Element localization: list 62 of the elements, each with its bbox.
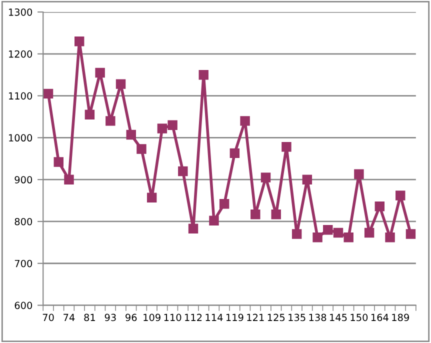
point	[198, 70, 208, 80]
x-tick-label: 121	[247, 314, 264, 321]
point	[95, 68, 105, 78]
x-tick-label: 81	[84, 314, 95, 322]
point	[146, 192, 157, 202]
point	[374, 202, 385, 212]
point	[396, 190, 406, 200]
point	[74, 36, 84, 46]
point	[106, 116, 116, 126]
point	[364, 228, 374, 238]
point	[157, 124, 168, 134]
point	[116, 79, 126, 89]
x-tick-label: 138	[309, 314, 326, 322]
x-tick-label: 110	[164, 314, 182, 322]
point	[333, 228, 344, 238]
x-tick-label: 145	[330, 314, 347, 322]
point	[312, 232, 322, 242]
point	[250, 209, 260, 220]
point	[385, 232, 395, 242]
point	[168, 120, 178, 130]
x-tick-label: 109	[144, 314, 160, 322]
point	[84, 110, 95, 120]
point	[323, 224, 333, 235]
point	[230, 148, 240, 158]
x-tick-label: 164	[371, 314, 388, 322]
y-tick-label: 900	[14, 176, 32, 184]
point	[344, 232, 354, 242]
x-tick-label: 70	[42, 314, 54, 322]
point	[188, 224, 198, 234]
x-tick-label: 150	[350, 314, 368, 322]
x-tick-label: 125	[268, 314, 285, 322]
point	[219, 199, 230, 209]
point	[54, 157, 64, 167]
point	[292, 229, 302, 239]
x-tick-label: 74	[64, 314, 75, 321]
y-tick-label: 1300	[9, 8, 32, 16]
x-tick-label: 189	[392, 314, 409, 322]
point	[209, 216, 219, 226]
point	[406, 229, 416, 239]
point	[260, 172, 271, 182]
y-tick-label: 600	[14, 302, 32, 310]
y-tick-label: 700	[14, 260, 32, 268]
x-tick-label: 112	[185, 314, 202, 321]
y-tick-label: 1000	[9, 134, 32, 142]
point	[240, 116, 250, 126]
y-tick-label: 800	[14, 218, 32, 226]
x-tick-label: 93	[104, 314, 116, 322]
x-tick-label: 135	[288, 314, 306, 322]
point	[354, 169, 364, 179]
point	[43, 88, 54, 99]
point	[302, 174, 312, 184]
y-tick-label: 1100	[9, 92, 32, 100]
point	[126, 130, 136, 140]
point	[178, 166, 188, 176]
x-tick-label: 114	[206, 314, 223, 321]
y-tick-label: 1200	[9, 50, 32, 58]
x-tick-label: 119	[226, 314, 244, 322]
point	[271, 209, 281, 220]
x-tick-label: 96	[126, 314, 137, 322]
point	[64, 174, 74, 184]
point	[136, 144, 146, 154]
point	[282, 142, 292, 152]
